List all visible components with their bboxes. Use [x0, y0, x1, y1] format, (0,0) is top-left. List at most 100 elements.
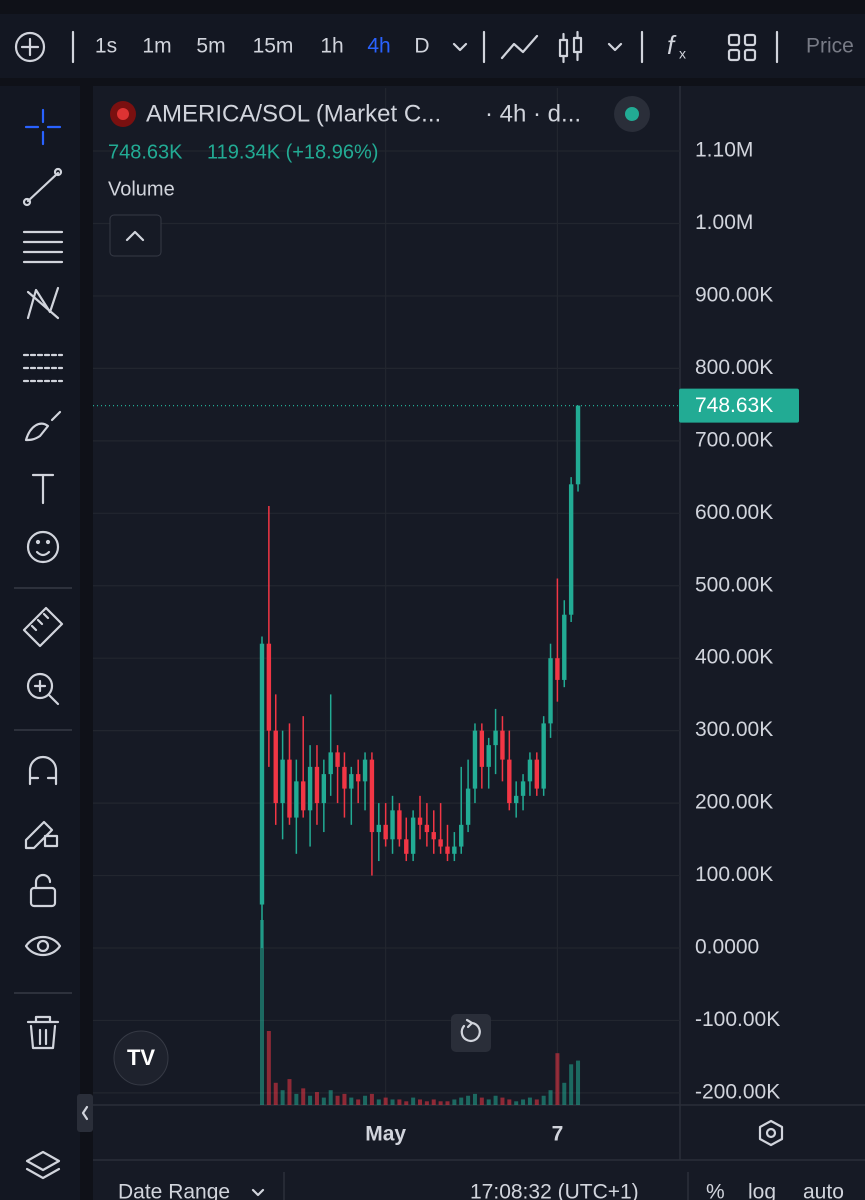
- volume-bar: [335, 1095, 340, 1105]
- symbol-avatar-inner: [117, 108, 129, 120]
- volume-bar: [287, 1079, 292, 1105]
- date-range-arrow[interactable]: [251, 1188, 265, 1197]
- volume-bar: [507, 1099, 512, 1105]
- interval-button[interactable]: 1m: [142, 35, 171, 58]
- volume-bar: [431, 1099, 436, 1105]
- volume-bar: [562, 1082, 567, 1105]
- dropdown-arrows[interactable]: [452, 42, 623, 52]
- x-tick-label: May: [365, 1123, 406, 1146]
- candle-body: [273, 730, 278, 804]
- volume-bar: [452, 1099, 457, 1105]
- volume-bar: [514, 1101, 519, 1105]
- volume-bar: [438, 1101, 443, 1105]
- x-tick-label: 7: [552, 1123, 564, 1146]
- collapse-icon[interactable]: [125, 230, 145, 242]
- volume-bar: [472, 1093, 477, 1105]
- candle-body: [287, 759, 292, 818]
- volume-bar: [397, 1099, 402, 1105]
- tv-logo[interactable]: [113, 1030, 169, 1086]
- candle-body: [321, 774, 327, 804]
- settings-icon[interactable]: [765, 1127, 777, 1139]
- candle-body: [362, 759, 368, 782]
- clock[interactable]: 17:08:32 (UTC+1): [470, 1181, 639, 1200]
- candle-body: [534, 759, 539, 789]
- candle-body: [266, 643, 272, 731]
- y-tick-label: -200.00K: [695, 1080, 780, 1103]
- volume-bar: [369, 1093, 374, 1105]
- drawing-tools[interactable]: [22, 108, 64, 1180]
- reset-icon[interactable]: [460, 1018, 481, 1042]
- y-tick-label: 500.00K: [695, 573, 773, 596]
- volume-bar: [404, 1101, 409, 1105]
- candle-body: [548, 658, 553, 724]
- volume-bar: [527, 1097, 532, 1105]
- candle-body: [555, 658, 560, 680]
- symbol-interval: · 4h · d...: [485, 100, 581, 127]
- interval-button[interactable]: 15m: [253, 35, 294, 58]
- candle-body: [493, 730, 498, 746]
- interval-button[interactable]: 5m: [196, 35, 225, 58]
- add-symbol-button[interactable]: [14, 31, 46, 63]
- toolbar-separators: [71, 30, 779, 64]
- candle-body: [307, 766, 313, 811]
- candle-body: [438, 839, 443, 847]
- candle-body: [541, 723, 546, 789]
- candle-body: [452, 846, 457, 854]
- candle-body: [424, 824, 430, 833]
- interval-button[interactable]: D: [414, 35, 429, 58]
- candle-body: [301, 781, 306, 811]
- volume-bar: [555, 1053, 560, 1105]
- volume-bar: [390, 1099, 395, 1105]
- line-chart-button[interactable]: [500, 34, 539, 60]
- market-status: [625, 107, 639, 121]
- volume-bar: [321, 1097, 326, 1105]
- interval-button[interactable]: 1s: [95, 35, 117, 58]
- candle-body: [369, 759, 375, 833]
- volume-bar: [314, 1092, 319, 1105]
- candle-body: [459, 824, 464, 847]
- volume-bar: [280, 1090, 285, 1105]
- volume-bar: [266, 1031, 271, 1105]
- candle-body: [513, 795, 519, 804]
- date-range[interactable]: Date Range: [118, 1181, 230, 1200]
- interval-button[interactable]: 4h: [367, 35, 390, 58]
- candle-body: [507, 759, 512, 804]
- candle-body: [383, 824, 388, 840]
- interval-button[interactable]: 1h: [320, 35, 343, 58]
- candle-body: [397, 810, 402, 840]
- percent-toggle[interactable]: %: [706, 1181, 725, 1200]
- candle-body: [294, 781, 299, 818]
- indicators-button-x[interactable]: x: [679, 46, 686, 62]
- price-button[interactable]: Price: [806, 35, 854, 58]
- side-collapse-icon[interactable]: [81, 1105, 89, 1121]
- candle-body: [355, 774, 361, 782]
- volume-bar: [521, 1099, 526, 1105]
- volume-bar: [349, 1097, 354, 1105]
- volume-bar: [363, 1095, 368, 1105]
- settings-button[interactable]: [758, 1119, 784, 1147]
- y-tick-label: 800.00K: [695, 356, 773, 379]
- indicators-button[interactable]: f: [667, 30, 677, 60]
- symbol-title[interactable]: AMERICA/SOL (Market C...: [146, 100, 441, 127]
- reset-button[interactable]: [451, 1014, 491, 1052]
- volume-bar: [500, 1097, 505, 1105]
- y-tick-label: 400.00K: [695, 646, 773, 669]
- layout-button[interactable]: [727, 33, 757, 62]
- candle-chart-button[interactable]: [558, 30, 583, 64]
- last-price-box: [679, 388, 799, 423]
- legend-change: 119.34K (+18.96%): [207, 141, 378, 163]
- candle-body: [417, 817, 423, 825]
- log-toggle[interactable]: log: [748, 1181, 776, 1200]
- auto-toggle[interactable]: auto: [803, 1181, 844, 1200]
- volume-bar: [273, 1082, 278, 1105]
- last-price-label: 748.63K: [695, 394, 773, 417]
- volume-bar: [308, 1095, 313, 1105]
- candle-body: [280, 759, 285, 804]
- candle-body: [500, 730, 505, 760]
- collapse-button[interactable]: [109, 214, 162, 257]
- candle-body: [390, 810, 395, 840]
- volume-legend: Volume: [108, 178, 175, 200]
- side-collapse[interactable]: [77, 1094, 93, 1132]
- candle-body: [445, 846, 450, 854]
